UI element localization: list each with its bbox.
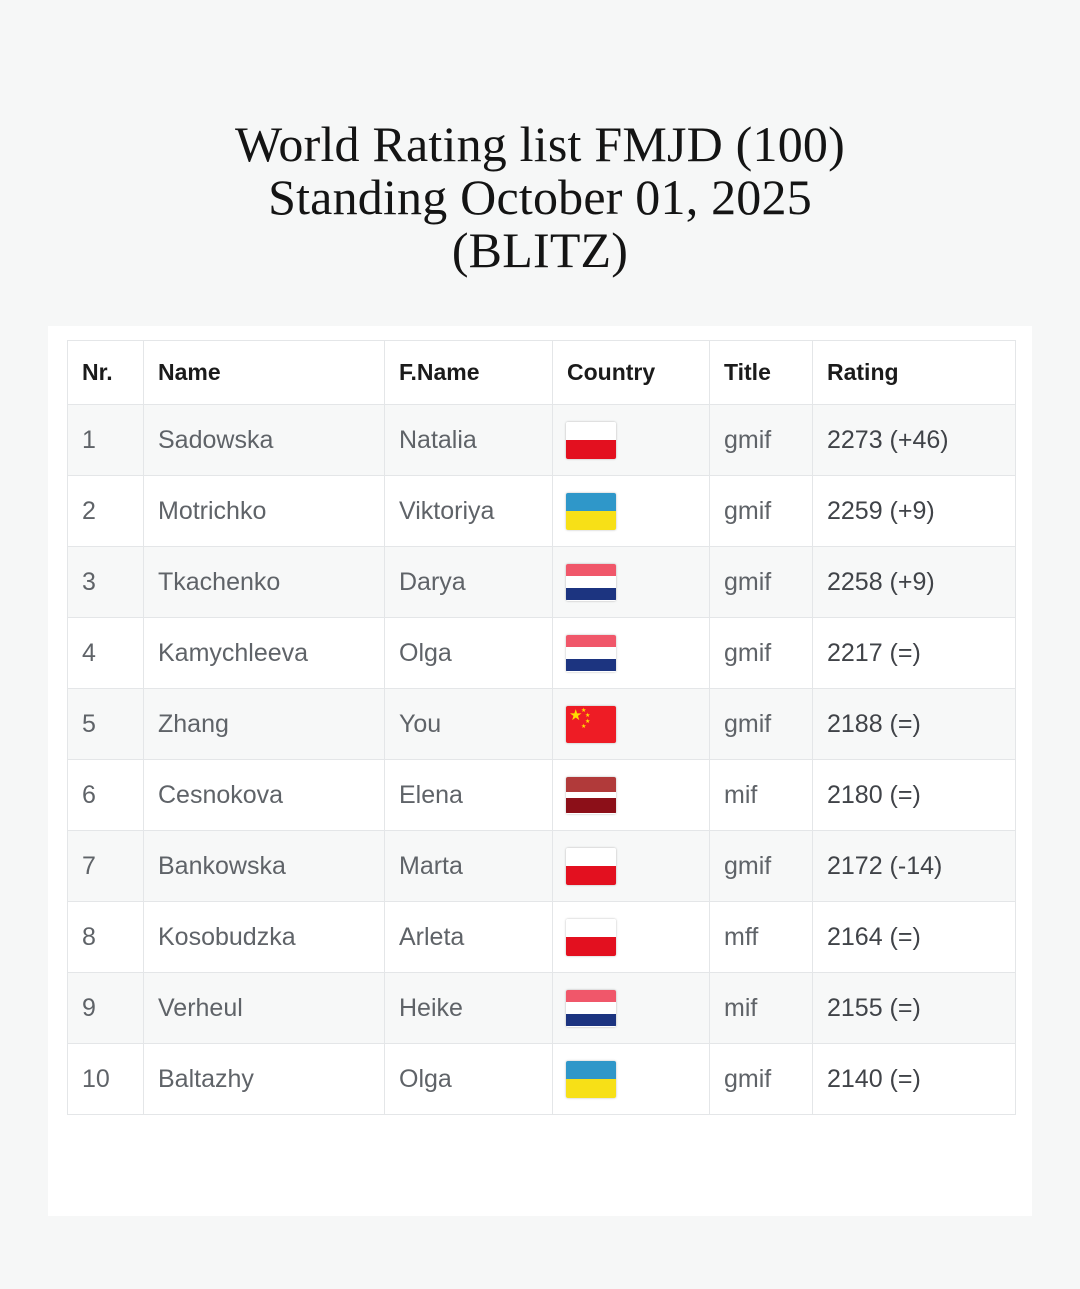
cell-rank: 3	[67, 546, 144, 618]
cell-rank: 7	[67, 830, 144, 902]
table-header: Nr. Name F.Name Country Title Rating	[67, 340, 1016, 405]
cell-fname: Marta	[384, 830, 553, 902]
table-row[interactable]: 7 Bankowska Marta gmif 2172 (-14)	[67, 830, 1016, 902]
cell-name: Cesnokova	[143, 759, 385, 831]
cell-rating: 2140 (=)	[812, 1043, 1016, 1115]
cell-fname: You	[384, 688, 553, 760]
cell-rating: 2155 (=)	[812, 972, 1016, 1044]
cell-country: ★ ★ ★ ★ ★	[552, 688, 710, 760]
cell-country	[552, 972, 710, 1044]
rating-card: Nr. Name F.Name Country Title Rating 1 Sa…	[48, 326, 1032, 1216]
cell-name: Sadowska	[143, 404, 385, 476]
cell-title: gmif	[709, 404, 813, 476]
cell-rank: 6	[67, 759, 144, 831]
column-header-rating[interactable]: Rating	[812, 340, 1016, 405]
cell-fname: Natalia	[384, 404, 553, 476]
cell-name: Motrichko	[143, 475, 385, 547]
flag-icon-nl	[566, 989, 616, 1027]
cell-title: mif	[709, 972, 813, 1044]
cell-fname: Olga	[384, 1043, 553, 1115]
cell-country	[552, 475, 710, 547]
table-row[interactable]: 2 Motrichko Viktoriya gmif 2259 (+9)	[67, 475, 1016, 547]
table-row[interactable]: 1 Sadowska Natalia gmif 2273 (+46)	[67, 404, 1016, 476]
cell-rating: 2188 (=)	[812, 688, 1016, 760]
cell-rank: 4	[67, 617, 144, 689]
column-header-fname[interactable]: F.Name	[384, 340, 553, 405]
cell-title: gmif	[709, 830, 813, 902]
cell-rating: 2164 (=)	[812, 901, 1016, 973]
cell-rating: 2180 (=)	[812, 759, 1016, 831]
table-header-row: Nr. Name F.Name Country Title Rating	[67, 340, 1016, 405]
cell-title: gmif	[709, 688, 813, 760]
column-header-country[interactable]: Country	[552, 340, 710, 405]
cell-country	[552, 617, 710, 689]
cell-name: Kosobudzka	[143, 901, 385, 973]
flag-icon-pl	[566, 918, 616, 956]
cell-country	[552, 546, 710, 618]
cell-rating: 2172 (-14)	[812, 830, 1016, 902]
cell-rank: 1	[67, 404, 144, 476]
cell-rank: 2	[67, 475, 144, 547]
table-row[interactable]: 8 Kosobudzka Arleta mff 2164 (=)	[67, 901, 1016, 973]
column-header-title[interactable]: Title	[709, 340, 813, 405]
rating-table: Nr. Name F.Name Country Title Rating 1 Sa…	[67, 340, 1016, 1115]
cell-name: Kamychleeva	[143, 617, 385, 689]
cell-rating: 2258 (+9)	[812, 546, 1016, 618]
cell-name: Bankowska	[143, 830, 385, 902]
title-line-2: Standing October 01, 2025	[268, 169, 812, 225]
cell-country	[552, 1043, 710, 1115]
flag-icon-pl	[566, 421, 616, 459]
cell-rating: 2273 (+46)	[812, 404, 1016, 476]
flag-icon-nl	[566, 634, 616, 672]
cell-country	[552, 901, 710, 973]
cell-rank: 5	[67, 688, 144, 760]
table-row[interactable]: 3 Tkachenko Darya gmif 2258 (+9)	[67, 546, 1016, 618]
table-body: 1 Sadowska Natalia gmif 2273 (+46) 2 Motrichko…	[67, 404, 1016, 1115]
cell-title: mff	[709, 901, 813, 973]
cell-title: gmif	[709, 617, 813, 689]
cell-name: Tkachenko	[143, 546, 385, 618]
cell-country	[552, 830, 710, 902]
flag-icon-cn: ★ ★ ★ ★ ★	[566, 705, 616, 743]
cell-fname: Arleta	[384, 901, 553, 973]
cell-rating: 2217 (=)	[812, 617, 1016, 689]
table-row[interactable]: 6 Cesnokova Elena mif 2180 (=)	[67, 759, 1016, 831]
title-line-1: World Rating list FMJD (100)	[235, 116, 845, 172]
cell-fname: Viktoriya	[384, 475, 553, 547]
cell-rank: 8	[67, 901, 144, 973]
cell-fname: Olga	[384, 617, 553, 689]
cell-fname: Heike	[384, 972, 553, 1044]
table-row[interactable]: 5 Zhang You ★ ★ ★ ★ ★ gmif 2188 (=)	[67, 688, 1016, 760]
cell-rank: 9	[67, 972, 144, 1044]
cell-rating: 2259 (+9)	[812, 475, 1016, 547]
cell-fname: Elena	[384, 759, 553, 831]
cell-title: gmif	[709, 1043, 813, 1115]
cell-name: Verheul	[143, 972, 385, 1044]
table-row[interactable]: 4 Kamychleeva Olga gmif 2217 (=)	[67, 617, 1016, 689]
flag-icon-pl	[566, 847, 616, 885]
cell-fname: Darya	[384, 546, 553, 618]
cell-title: mif	[709, 759, 813, 831]
title-line-3: (BLITZ)	[451, 222, 629, 278]
cell-country	[552, 759, 710, 831]
flag-icon-ua	[566, 492, 616, 530]
cell-name: Zhang	[143, 688, 385, 760]
table-row[interactable]: 10 Baltazhy Olga gmif 2140 (=)	[67, 1043, 1016, 1115]
column-header-nr[interactable]: Nr.	[67, 340, 144, 405]
flag-icon-ua	[566, 1060, 616, 1098]
column-header-name[interactable]: Name	[143, 340, 385, 405]
cell-title: gmif	[709, 546, 813, 618]
flag-icon-nl	[566, 563, 616, 601]
table-row[interactable]: 9 Verheul Heike mif 2155 (=)	[67, 972, 1016, 1044]
page-title: World Rating list FMJD (100) Standing Oc…	[0, 0, 1080, 277]
cell-title: gmif	[709, 475, 813, 547]
flag-icon-lv	[566, 776, 616, 814]
cell-country	[552, 404, 710, 476]
cell-name: Baltazhy	[143, 1043, 385, 1115]
cell-rank: 10	[67, 1043, 144, 1115]
